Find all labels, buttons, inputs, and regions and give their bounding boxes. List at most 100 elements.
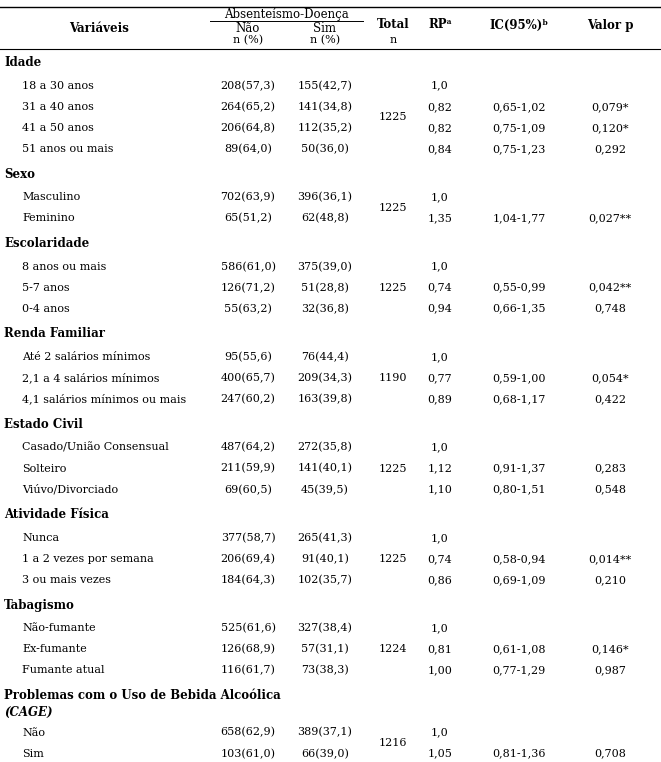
Text: 0,987: 0,987 (594, 665, 626, 675)
Text: 0,77: 0,77 (428, 373, 452, 383)
Text: 55(63,2): 55(63,2) (224, 303, 272, 314)
Text: 265(41,3): 265(41,3) (297, 533, 352, 543)
Text: 5-7 anos: 5-7 anos (22, 283, 69, 293)
Text: Total: Total (377, 18, 409, 31)
Text: 1,12: 1,12 (428, 463, 452, 473)
Text: 76(44,4): 76(44,4) (301, 352, 349, 362)
Text: 0,89: 0,89 (428, 394, 452, 404)
Text: 184(64,3): 184(64,3) (221, 575, 276, 585)
Text: 0,146*: 0,146* (591, 645, 629, 655)
Text: 8 anos ou mais: 8 anos ou mais (22, 261, 106, 271)
Text: 0,84: 0,84 (428, 144, 452, 154)
Text: 1216: 1216 (379, 738, 407, 748)
Text: 389(37,1): 389(37,1) (297, 728, 352, 738)
Text: 126(71,2): 126(71,2) (221, 283, 276, 293)
Text: 1,0: 1,0 (431, 443, 449, 453)
Text: 0,283: 0,283 (594, 463, 626, 473)
Text: 0,027**: 0,027** (588, 213, 631, 223)
Text: 0,58-0,94: 0,58-0,94 (492, 554, 546, 564)
Text: (CAGE): (CAGE) (4, 706, 52, 719)
Text: 51(28,8): 51(28,8) (301, 283, 349, 293)
Text: Ex-fumante: Ex-fumante (22, 645, 87, 655)
Text: 0,708: 0,708 (594, 748, 626, 758)
Text: 0,74: 0,74 (428, 283, 452, 293)
Text: 0,292: 0,292 (594, 144, 626, 154)
Text: 91(40,1): 91(40,1) (301, 554, 349, 564)
Text: 702(63,9): 702(63,9) (221, 192, 276, 203)
Text: 0,82: 0,82 (428, 102, 452, 112)
Text: 51 anos ou mais: 51 anos ou mais (22, 144, 114, 154)
Text: 272(35,8): 272(35,8) (297, 442, 352, 453)
Text: 1,00: 1,00 (428, 665, 452, 675)
Text: 487(64,2): 487(64,2) (221, 442, 276, 453)
Text: 1,0: 1,0 (431, 192, 449, 202)
Text: Absenteísmo-Doença: Absenteísmo-Doença (224, 8, 349, 21)
Text: Nunca: Nunca (22, 533, 59, 543)
Text: Fumante atual: Fumante atual (22, 665, 104, 675)
Text: 264(65,2): 264(65,2) (221, 101, 276, 112)
Text: 375(39,0): 375(39,0) (297, 261, 352, 272)
Text: Não: Não (236, 23, 260, 36)
Text: 1,0: 1,0 (431, 81, 449, 91)
Text: 0,75-1,23: 0,75-1,23 (492, 144, 546, 154)
Text: 327(38,4): 327(38,4) (297, 623, 352, 633)
Text: 4,1 salários mínimos ou mais: 4,1 salários mínimos ou mais (22, 394, 186, 405)
Text: n (%): n (%) (233, 35, 263, 45)
Text: Feminino: Feminino (22, 213, 75, 223)
Text: 102(35,7): 102(35,7) (297, 575, 352, 585)
Text: 69(60,5): 69(60,5) (224, 485, 272, 495)
Text: IC(95%)ᵇ: IC(95%)ᵇ (489, 18, 549, 31)
Text: 1,10: 1,10 (428, 485, 452, 495)
Text: 0,748: 0,748 (594, 304, 626, 314)
Text: 1,0: 1,0 (431, 533, 449, 543)
Text: 1,0: 1,0 (431, 623, 449, 633)
Text: 247(60,2): 247(60,2) (221, 394, 276, 405)
Text: 0,82: 0,82 (428, 123, 452, 133)
Text: 66(39,0): 66(39,0) (301, 748, 349, 759)
Text: 208(57,3): 208(57,3) (221, 81, 276, 91)
Text: Solteiro: Solteiro (22, 463, 66, 473)
Text: Renda Familiar: Renda Familiar (4, 328, 105, 341)
Text: 0,68-1,17: 0,68-1,17 (492, 394, 546, 404)
Text: 89(64,0): 89(64,0) (224, 144, 272, 154)
Text: 0,81-1,36: 0,81-1,36 (492, 748, 546, 758)
Text: 0,210: 0,210 (594, 575, 626, 585)
Text: Escolaridade: Escolaridade (4, 237, 89, 250)
Text: 0,94: 0,94 (428, 304, 452, 314)
Text: RPᵃ: RPᵃ (428, 18, 452, 31)
Text: 155(42,7): 155(42,7) (297, 81, 352, 91)
Text: 0,65-1,02: 0,65-1,02 (492, 102, 546, 112)
Text: 0,422: 0,422 (594, 394, 626, 404)
Text: 31 a 40 anos: 31 a 40 anos (22, 102, 94, 112)
Text: 2,1 a 4 salários mínimos: 2,1 a 4 salários mínimos (22, 373, 159, 383)
Text: Problemas com o Uso de Bebida Alcoólica: Problemas com o Uso de Bebida Alcoólica (4, 689, 281, 703)
Text: 141(34,8): 141(34,8) (297, 101, 352, 112)
Text: Sim: Sim (313, 23, 336, 36)
Text: Estado Civil: Estado Civil (4, 418, 83, 431)
Text: 0,042**: 0,042** (588, 283, 632, 293)
Text: Tabagismo: Tabagismo (4, 599, 75, 612)
Text: 0,77-1,29: 0,77-1,29 (492, 665, 545, 675)
Text: Sim: Sim (22, 748, 44, 758)
Text: 0,66-1,35: 0,66-1,35 (492, 304, 546, 314)
Text: 0,61-1,08: 0,61-1,08 (492, 645, 546, 655)
Text: 525(61,6): 525(61,6) (221, 623, 276, 633)
Text: Não: Não (22, 728, 45, 738)
Text: 0,69-1,09: 0,69-1,09 (492, 575, 546, 585)
Text: Sexo: Sexo (4, 168, 35, 181)
Text: 1225: 1225 (379, 554, 407, 564)
Text: Valor p: Valor p (587, 18, 633, 31)
Text: 163(39,8): 163(39,8) (297, 394, 352, 405)
Text: 0,75-1,09: 0,75-1,09 (492, 123, 546, 133)
Text: 1,0: 1,0 (431, 352, 449, 362)
Text: 206(69,4): 206(69,4) (221, 554, 276, 564)
Text: 0,74: 0,74 (428, 554, 452, 564)
Text: 1,04-1,77: 1,04-1,77 (492, 213, 545, 223)
Text: 396(36,1): 396(36,1) (297, 192, 352, 203)
Text: 1190: 1190 (379, 373, 407, 383)
Text: 0,014**: 0,014** (588, 554, 632, 564)
Text: 1,35: 1,35 (428, 213, 452, 223)
Text: 41 a 50 anos: 41 a 50 anos (22, 123, 94, 133)
Text: Atividade Física: Atividade Física (4, 508, 109, 521)
Text: 18 a 30 anos: 18 a 30 anos (22, 81, 94, 91)
